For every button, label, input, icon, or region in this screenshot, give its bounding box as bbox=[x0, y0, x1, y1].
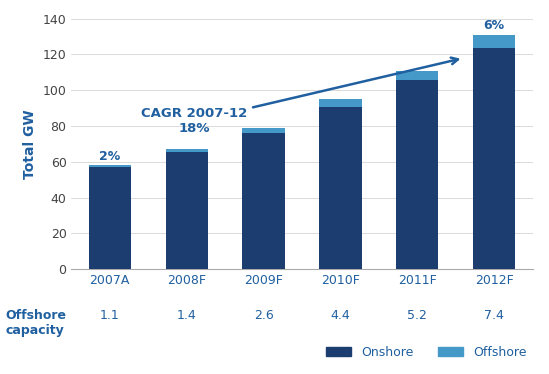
Bar bbox=[166, 149, 208, 152]
Bar bbox=[396, 71, 438, 80]
Bar bbox=[89, 168, 131, 269]
Text: 1.1: 1.1 bbox=[100, 309, 120, 322]
Bar bbox=[473, 48, 515, 269]
Text: 2.6: 2.6 bbox=[254, 309, 273, 322]
Y-axis label: Total GW: Total GW bbox=[23, 109, 37, 179]
Bar bbox=[396, 80, 438, 269]
Text: 7.4: 7.4 bbox=[484, 309, 504, 322]
Bar bbox=[242, 128, 284, 132]
Text: Offshore
capacity: Offshore capacity bbox=[5, 309, 66, 337]
Text: CAGR 2007-12
18%: CAGR 2007-12 18% bbox=[141, 58, 458, 135]
Bar bbox=[242, 132, 284, 269]
Bar bbox=[320, 99, 361, 107]
Bar bbox=[166, 152, 208, 269]
Text: 6%: 6% bbox=[484, 19, 505, 32]
Legend: Onshore, Offshore: Onshore, Offshore bbox=[321, 341, 532, 364]
Text: 2%: 2% bbox=[99, 150, 120, 163]
Bar bbox=[320, 107, 361, 269]
Text: 4.4: 4.4 bbox=[330, 309, 350, 322]
Bar bbox=[89, 165, 131, 168]
Bar bbox=[473, 35, 515, 48]
Text: 1.4: 1.4 bbox=[177, 309, 197, 322]
Text: 5.2: 5.2 bbox=[407, 309, 427, 322]
